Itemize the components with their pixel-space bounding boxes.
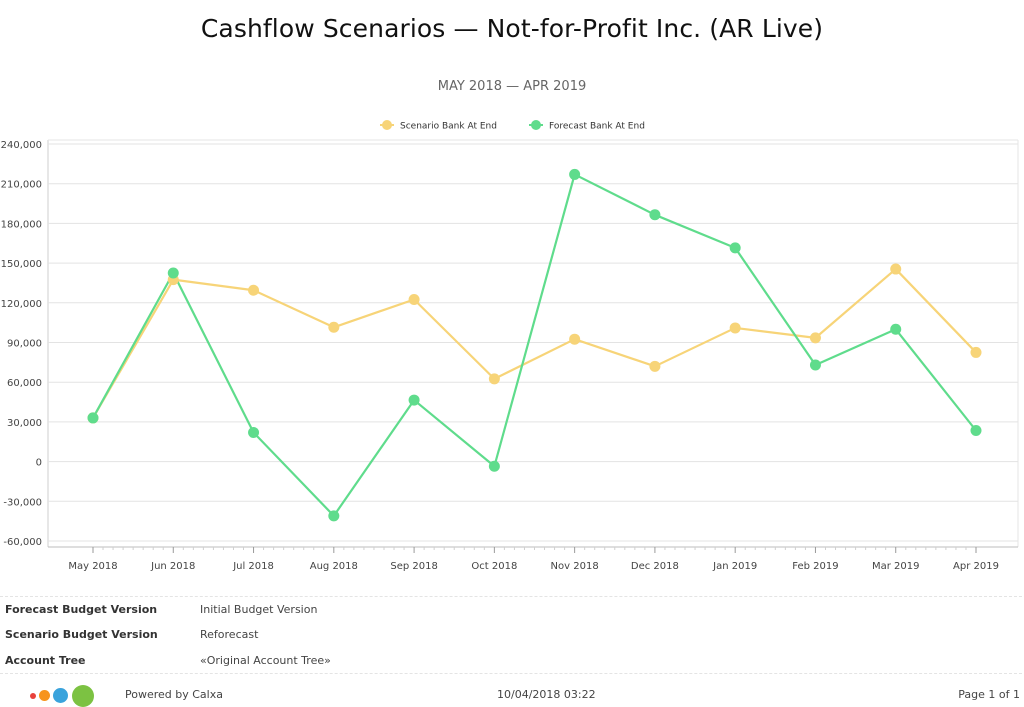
- data-point-scenario: [729, 322, 741, 334]
- data-point-scenario: [569, 333, 581, 345]
- legend-marker-icon: [382, 120, 392, 130]
- y-tick-label: 90,000: [7, 339, 42, 350]
- report-subtitle: MAY 2018 — APR 2019: [437, 79, 587, 94]
- info-value: Reforecast: [200, 628, 259, 641]
- x-tick-label: Nov 2018: [551, 561, 599, 572]
- x-tick-label: Sep 2018: [390, 561, 437, 572]
- info-row-scenario-version: Scenario Budget Version Reforecast: [0, 628, 1022, 648]
- y-tick-label: 60,000: [7, 378, 42, 389]
- data-point-forecast: [87, 412, 99, 424]
- data-point-scenario: [649, 360, 661, 372]
- info-row-account-tree: Account Tree «Original Account Tree»: [0, 654, 1022, 674]
- x-tick-label: Oct 2018: [471, 561, 517, 572]
- legend-label: Forecast Bank At End: [549, 122, 645, 132]
- y-tick-label: 150,000: [1, 259, 42, 270]
- x-tick-label: May 2018: [68, 561, 117, 572]
- report-parameters: Forecast Budget Version Initial Budget V…: [0, 596, 1022, 674]
- data-point-scenario: [809, 332, 821, 344]
- cashflow-line-chart: -60,000 -30,000 0 30,000 60,000 90,000 120,000…: [1, 120, 1019, 572]
- data-point-forecast: [488, 460, 500, 472]
- x-tick-label: Apr 2019: [953, 561, 999, 572]
- y-tick-label: 30,000: [7, 418, 42, 429]
- y-tick-label: -30,000: [3, 497, 42, 508]
- data-point-scenario: [248, 284, 260, 296]
- series-line-scenario: [92, 267, 977, 419]
- report-footer: Powered by Calxa 10/04/2018 03:22 Page 1…: [0, 682, 1024, 707]
- y-tick-label: 210,000: [1, 180, 42, 191]
- x-tick-label: Dec 2018: [631, 561, 679, 572]
- y-tick-label: 0: [36, 458, 42, 469]
- data-point-forecast: [408, 394, 420, 406]
- data-point-forecast: [649, 209, 661, 221]
- data-point-scenario: [328, 321, 340, 333]
- page-number: Page 1 of 1: [958, 688, 1020, 701]
- x-tick-label: Aug 2018: [310, 561, 358, 572]
- data-point-forecast: [890, 323, 902, 335]
- data-point-forecast: [809, 359, 821, 371]
- info-value: «Original Account Tree»: [200, 654, 331, 667]
- x-tick-label: Jun 2018: [150, 561, 195, 572]
- calxa-logo-icon: [30, 685, 100, 707]
- data-point-forecast: [248, 426, 260, 438]
- x-tick-label: Jul 2018: [232, 561, 274, 572]
- y-tick-label: 180,000: [1, 219, 42, 230]
- data-point-scenario: [488, 373, 500, 385]
- legend-label: Scenario Bank At End: [400, 122, 497, 132]
- x-tick-label: Mar 2019: [872, 561, 920, 572]
- report-title: Cashflow Scenarios — Not-for-Profit Inc.…: [200, 14, 824, 43]
- data-point-forecast: [970, 425, 982, 437]
- powered-by-text: Powered by Calxa: [125, 688, 223, 701]
- series-line-forecast: [92, 173, 977, 517]
- data-point-forecast: [729, 242, 741, 254]
- y-tick-label: 120,000: [1, 299, 42, 310]
- data-point-scenario: [408, 293, 420, 305]
- y-tick-label: -60,000: [3, 537, 42, 548]
- info-row-forecast-version: Forecast Budget Version Initial Budget V…: [0, 603, 1022, 623]
- report-timestamp: 10/04/2018 03:22: [497, 688, 596, 701]
- data-point-forecast: [328, 510, 340, 522]
- data-point-scenario: [970, 346, 982, 358]
- data-point-scenario: [890, 263, 902, 275]
- x-tick-label: Jan 2019: [712, 561, 757, 572]
- data-point-forecast: [167, 267, 179, 279]
- info-label: Forecast Budget Version: [5, 603, 158, 616]
- data-point-forecast: [569, 168, 581, 180]
- legend-marker-icon: [531, 120, 541, 130]
- info-label: Scenario Budget Version: [5, 628, 158, 641]
- y-tick-label: 240,000: [1, 140, 42, 151]
- info-label: Account Tree: [5, 654, 86, 667]
- x-tick-label: Feb 2019: [792, 561, 838, 572]
- info-value: Initial Budget Version: [200, 603, 318, 616]
